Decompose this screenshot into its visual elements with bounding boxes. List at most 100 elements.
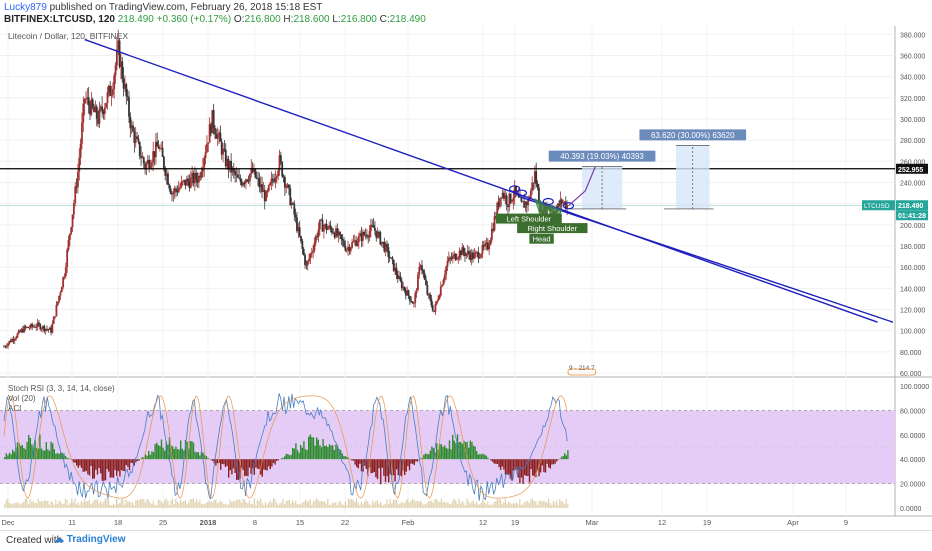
- candle-body: [421, 265, 423, 270]
- indicator-tick-label: 20.0000: [900, 482, 925, 489]
- volume-bar: [526, 502, 527, 508]
- volume-bar: [364, 502, 365, 508]
- candle-body: [205, 152, 207, 158]
- histogram-bar: [486, 456, 487, 459]
- histogram-bar: [222, 459, 223, 464]
- last-price: 218.490: [118, 14, 154, 25]
- candle-body: [104, 108, 106, 114]
- histogram-bar: [162, 448, 163, 460]
- volume-bar: [30, 499, 31, 508]
- candle-body: [249, 174, 251, 181]
- histogram-bar: [130, 459, 131, 463]
- volume-bar: [140, 499, 141, 508]
- volume-bar: [494, 502, 495, 508]
- volume-bar: [135, 501, 136, 508]
- volume-bar: [473, 500, 474, 508]
- candle-body: [314, 243, 316, 250]
- volume-bar: [350, 500, 351, 508]
- histogram-bar: [550, 459, 551, 468]
- volume-bar: [508, 502, 509, 508]
- volume-bar: [209, 501, 210, 508]
- histogram-bar: [44, 450, 45, 459]
- histogram-bar: [294, 449, 295, 460]
- volume-bar: [497, 499, 498, 508]
- volume-bar: [300, 505, 301, 508]
- high-value: 218.600: [293, 14, 329, 25]
- candle-body: [500, 197, 502, 198]
- volume-bar: [418, 501, 419, 507]
- histogram-bar: [154, 444, 155, 459]
- histogram-bar: [94, 459, 95, 478]
- histogram-bar: [452, 435, 453, 459]
- histogram-bar: [310, 434, 311, 459]
- volume-bar: [206, 503, 207, 508]
- candle-body: [68, 240, 70, 250]
- volume-bar: [292, 500, 293, 507]
- histogram-bar: [506, 459, 507, 474]
- candle-body: [60, 292, 62, 296]
- countdown-tag: 01:41:28: [898, 213, 926, 220]
- volume-bar: [134, 505, 135, 508]
- histogram-bar: [113, 459, 114, 478]
- volume-bar: [447, 502, 448, 508]
- histogram-bar: [330, 445, 331, 459]
- candle-body: [452, 256, 454, 259]
- candle-body: [351, 242, 353, 247]
- candle-body: [27, 327, 29, 328]
- volume-bar: [471, 502, 472, 508]
- histogram-bar: [345, 456, 346, 459]
- candle-body: [301, 241, 303, 249]
- tradingview-logo[interactable]: ☁ TradingView: [54, 534, 126, 545]
- price-axis[interactable]: 380.000360.000340.000320.000300.000280.0…: [896, 32, 929, 513]
- volume-bar: [390, 499, 391, 508]
- histogram-bar: [97, 459, 98, 474]
- stoch-rsi-band: [0, 410, 895, 483]
- candle-body: [280, 155, 282, 162]
- volume-bar: [201, 504, 202, 508]
- author-link[interactable]: Lucky879: [4, 2, 47, 13]
- candle-body: [178, 188, 180, 192]
- histogram-bar: [52, 443, 53, 459]
- volume-bar: [558, 505, 559, 508]
- histogram-bar: [223, 459, 224, 464]
- volume-bar: [470, 503, 471, 507]
- candle-body: [276, 176, 278, 178]
- histogram-bar: [278, 459, 279, 460]
- histogram-bar: [502, 459, 503, 466]
- candle-body: [88, 97, 90, 105]
- histogram-bar: [329, 444, 330, 459]
- volume-bar: [495, 501, 496, 508]
- candle-body: [78, 158, 80, 172]
- histogram-bar: [254, 459, 255, 475]
- volume-bar: [159, 500, 160, 508]
- histogram-bar: [490, 459, 491, 460]
- symbol-label[interactable]: BITFINEX:LTCUSD, 120: [4, 14, 115, 25]
- histogram-bar: [414, 459, 415, 465]
- volume-bar: [57, 504, 58, 508]
- candle-body: [315, 236, 317, 243]
- volume-bar: [434, 499, 435, 508]
- volume-bar: [199, 500, 200, 508]
- volume-bar: [489, 505, 490, 508]
- volume-bar: [404, 503, 405, 508]
- time-tick-label: 9: [844, 518, 848, 527]
- candle-body: [139, 142, 141, 156]
- candle-body: [512, 198, 514, 201]
- volume-bar: [202, 504, 203, 508]
- candle-body: [404, 287, 406, 291]
- volume-bar: [505, 498, 506, 508]
- candle-body: [151, 162, 153, 165]
- histogram-bar: [359, 459, 360, 464]
- volume-bar: [89, 500, 90, 508]
- volume-bar: [305, 500, 306, 508]
- histogram-bar: [534, 459, 535, 476]
- histogram-bar: [174, 449, 175, 459]
- candle-body: [214, 128, 216, 134]
- resistance-price-tag: 252.955: [898, 167, 923, 174]
- event-marker[interactable]: 9 · 214.7: [569, 365, 595, 372]
- volume-bar: [412, 499, 413, 508]
- candle-body: [167, 174, 169, 185]
- histogram-bar: [430, 451, 431, 460]
